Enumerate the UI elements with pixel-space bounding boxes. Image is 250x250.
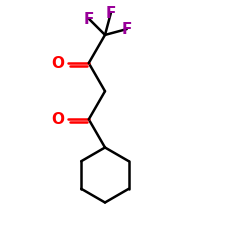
- Text: F: F: [106, 6, 116, 21]
- Text: O: O: [52, 112, 64, 127]
- Text: F: F: [122, 22, 132, 36]
- Text: F: F: [84, 12, 94, 26]
- Text: O: O: [52, 56, 64, 70]
